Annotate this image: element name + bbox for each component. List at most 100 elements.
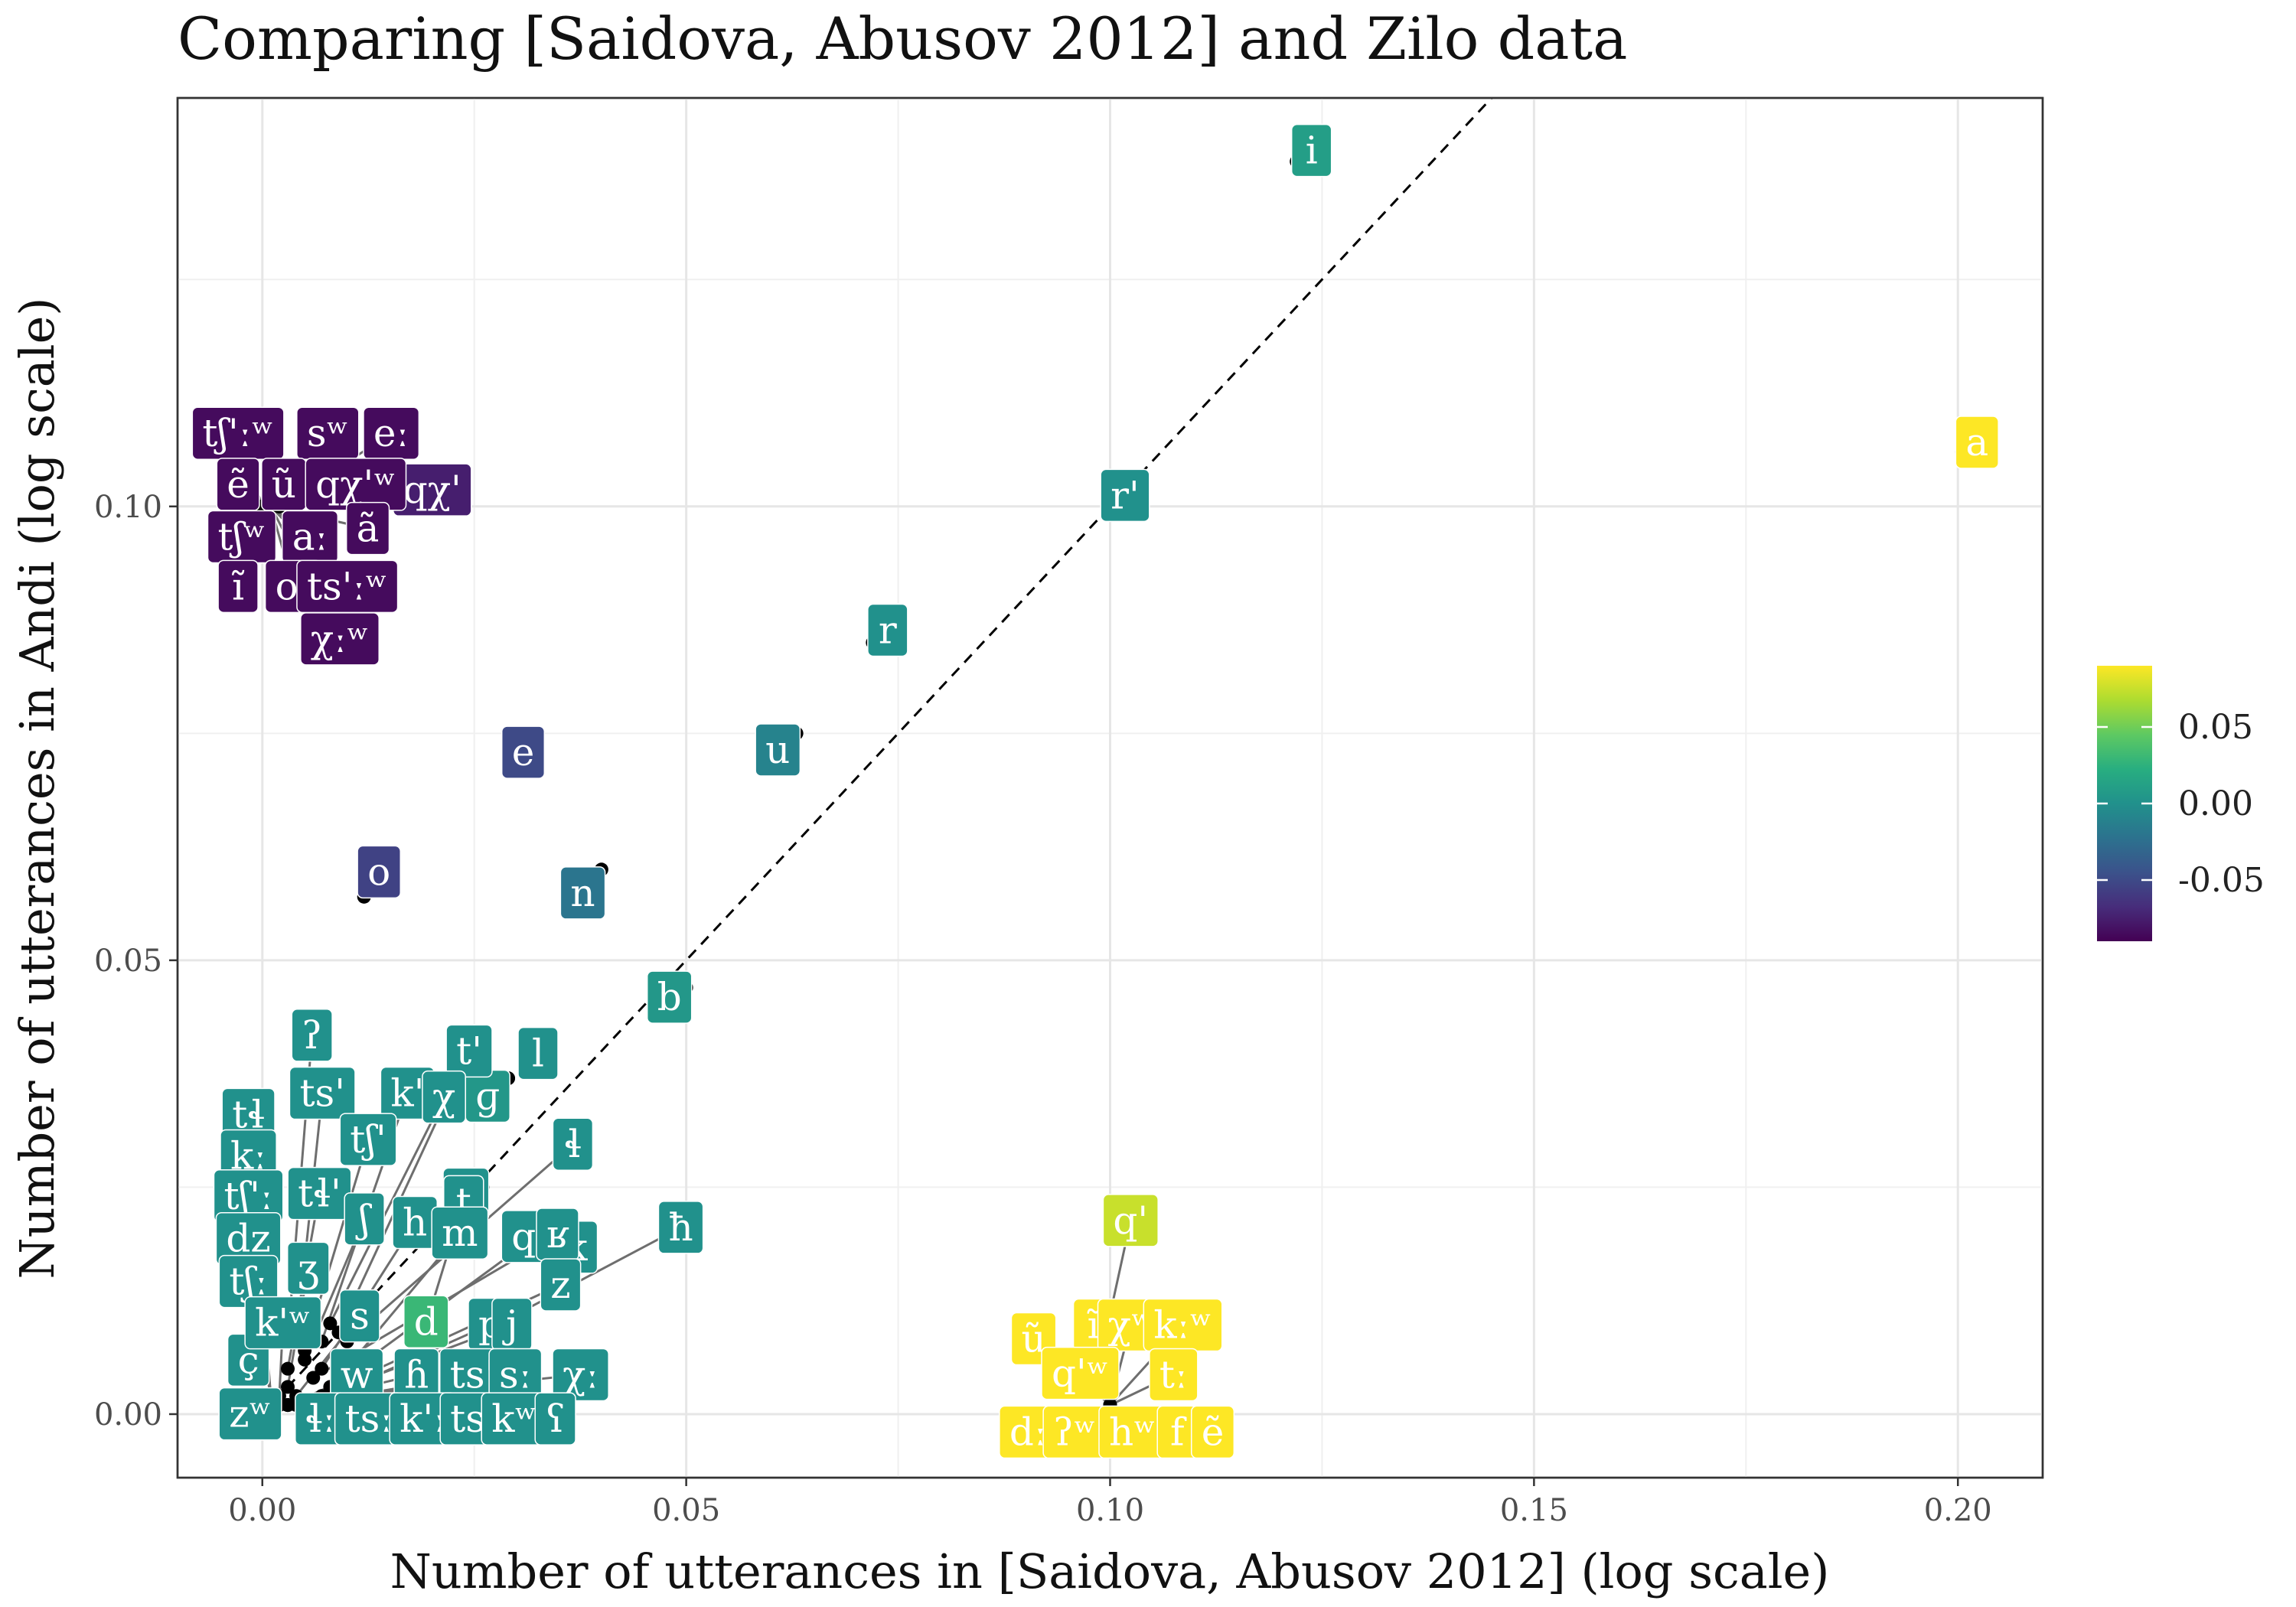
point-label: tʃ'ːʷ [191, 406, 285, 460]
label-connector [329, 1096, 445, 1325]
point-label: ũ [1010, 1312, 1057, 1366]
point-label: tɬ' [287, 1166, 352, 1221]
point-label-box [552, 1117, 594, 1171]
point-label-text: tː [1159, 1352, 1188, 1397]
point-label: tː [1149, 1348, 1199, 1402]
point-label: kːʷ [1143, 1298, 1223, 1352]
point-label: z [540, 1258, 582, 1312]
point-label: j [491, 1297, 533, 1351]
point-label-box [217, 559, 259, 614]
point-label-box [291, 1009, 333, 1062]
point-label-text: k'ː [400, 1397, 446, 1441]
x-tick-label: 0.20 [1924, 1493, 1992, 1528]
y-tick-label: 0.00 [94, 1397, 162, 1433]
point-label: ɡ [465, 1069, 510, 1123]
point-label-box [431, 1206, 489, 1260]
point-label-text: tɬ [232, 1092, 265, 1136]
point-label-text: ĩ [1087, 1303, 1101, 1348]
point-label-box [1041, 1346, 1120, 1400]
point-label: t' [445, 1024, 493, 1078]
point-label-text: w [341, 1352, 373, 1397]
point-label-text: a [1965, 420, 1988, 464]
point-label: ts'ːʷ [296, 559, 399, 614]
point-label-text: χː [563, 1352, 598, 1397]
point-label: a [1955, 416, 1999, 469]
legend-tick-label: 0.00 [2178, 784, 2253, 823]
point-label: ẽ [216, 458, 260, 511]
point-label-box [1955, 416, 1999, 469]
x-axis-ticks: 0.00 0.05 0.10 0.15 0.20 [228, 1478, 1992, 1528]
point-label-text: dː [1009, 1410, 1047, 1454]
legend-tick-label: -0.05 [2178, 861, 2265, 900]
point-label-text: ɬː [305, 1397, 336, 1441]
point-label: ĩ [217, 559, 259, 614]
point-label: ts' [289, 1066, 356, 1120]
point-label-text: ã [357, 507, 380, 551]
point-label: q' [1102, 1194, 1159, 1247]
point-label: r' [1100, 468, 1150, 523]
point-label-text: qχ' [403, 468, 461, 512]
point-label-text: ħ [668, 1205, 693, 1250]
point-label: l [517, 1026, 559, 1081]
point-label-box [867, 603, 908, 657]
point-label: χːʷ [300, 612, 380, 666]
point-label: ħ [657, 1201, 704, 1254]
data-point [281, 1380, 295, 1394]
point-label-text: r' [1110, 473, 1140, 517]
data-point [315, 1361, 329, 1376]
point-label-box [357, 845, 402, 899]
point-label-text: ĩ [231, 564, 245, 608]
point-label: ʒ [286, 1241, 330, 1296]
point-label: ʕ [534, 1392, 576, 1446]
point-label: tʃː [218, 1254, 279, 1309]
point-label: k'ː [389, 1392, 457, 1446]
point-label-box [501, 725, 546, 779]
point-label: dː [999, 1405, 1058, 1459]
point-label-text: f [1170, 1410, 1187, 1454]
point-label-text: ʔʷ [1053, 1410, 1096, 1454]
point-label: ɦ [393, 1348, 440, 1402]
legend-tick-label: 0.05 [2178, 708, 2253, 747]
point-label: ʁ [536, 1208, 579, 1261]
point-label: hʷ [1098, 1405, 1167, 1459]
point-label-text: ʒ [298, 1246, 319, 1290]
point-label-text: qχ'ʷ [315, 462, 396, 507]
point-label: χː [552, 1348, 609, 1402]
point-label-text: ɦ [404, 1352, 429, 1397]
point-label: ũ [261, 458, 307, 511]
point-label-text: ʁ [546, 1212, 569, 1257]
point-label: k' [380, 1066, 435, 1120]
point-label-text: u [765, 728, 790, 772]
point-label-text: sʷ [307, 411, 349, 455]
data-point [281, 1361, 295, 1376]
point-label-text: ts' [299, 1071, 345, 1116]
point-label-box [339, 1289, 380, 1343]
point-label-box [344, 1192, 385, 1246]
x-tick-label: 0.15 [1500, 1493, 1568, 1528]
legend-ticks: 0.05 0.00 -0.05 [2097, 708, 2265, 900]
point-label: ɬː [295, 1392, 347, 1446]
point-label-text: ẽ [1202, 1410, 1225, 1454]
point-label: q'ʷ [1041, 1346, 1120, 1400]
point-label-box [1149, 1348, 1199, 1402]
point-label-text: i [1306, 129, 1318, 173]
x-tick-label: 0.05 [652, 1493, 720, 1528]
point-label-text: s [350, 1294, 370, 1338]
point-label-text: tʃ' [350, 1117, 386, 1162]
point-label-text: χːʷ [311, 617, 369, 661]
point-label-text: t' [456, 1028, 482, 1073]
point-label-text: kʷ [491, 1397, 537, 1441]
point-label-text: ẽ [227, 462, 249, 507]
point-label: sː [488, 1348, 543, 1402]
point-label: u [755, 723, 801, 777]
point-label-text: tsː [345, 1397, 393, 1441]
point-label: o [357, 845, 402, 899]
point-label-text: tʃ'ːʷ [202, 411, 274, 455]
point-label-text: ɬ [564, 1122, 582, 1166]
point-label-text: q' [1113, 1198, 1148, 1243]
point-label-text: aː [292, 514, 328, 559]
point-label-box [218, 1387, 282, 1441]
point-label: ʔʷ [1042, 1405, 1107, 1459]
point-label-text: j [502, 1302, 518, 1346]
point-label: m [431, 1206, 489, 1260]
